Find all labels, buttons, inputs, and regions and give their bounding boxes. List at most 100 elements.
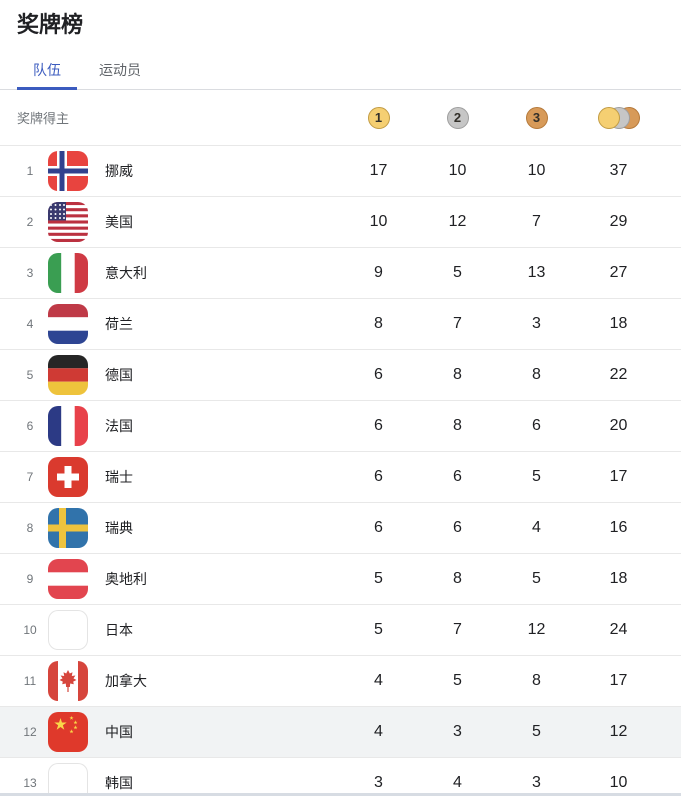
rank: 9	[26, 572, 34, 586]
table-row: 10 日本 5 7 12 24	[0, 604, 681, 655]
table-row: 8 瑞典 6 6 4 16	[0, 502, 681, 553]
country-name: 奥地利	[105, 571, 147, 587]
rank: 6	[26, 419, 34, 433]
country-name: 美国	[105, 214, 133, 230]
country-name: 法国	[105, 418, 133, 434]
rank: 4	[26, 317, 34, 331]
total-count: 20	[609, 417, 628, 434]
bronze-count: 8	[532, 672, 541, 689]
total-count: 17	[609, 468, 628, 485]
silver-count: 7	[453, 315, 462, 332]
country-name: 意大利	[105, 265, 147, 281]
gold-count: 6	[374, 417, 383, 434]
bronze-count: 7	[532, 213, 541, 230]
usa-flag-icon	[48, 202, 88, 242]
rank: 10	[23, 623, 37, 637]
bronze-count: 8	[532, 366, 541, 383]
rank: 12	[23, 725, 37, 739]
silver-count: 5	[453, 264, 462, 281]
table-header-row: 奖牌得主 1 2 3	[0, 90, 681, 145]
bronze-count: 3	[532, 315, 541, 332]
table-row: 3 意大利 9 5 13 27	[0, 247, 681, 298]
france-flag-icon	[48, 406, 88, 446]
germany-flag-icon	[48, 355, 88, 395]
gold-count: 9	[374, 264, 383, 281]
total-count: 24	[609, 621, 628, 638]
table-row: 12 中国 4 3 5 12	[0, 706, 681, 757]
bronze-count: 5	[532, 570, 541, 587]
table-row: 7 瑞士 6 6 5 17	[0, 451, 681, 502]
table-row: 9 奥地利 5 8 5 18	[0, 553, 681, 604]
bottom-mask	[0, 796, 681, 800]
bronze-column-header: 3	[497, 106, 576, 129]
total-count: 18	[609, 315, 628, 332]
gold-count: 17	[369, 162, 388, 179]
gold-count: 5	[374, 570, 383, 587]
silver-count: 3	[453, 723, 462, 740]
gold-count: 4	[374, 723, 383, 740]
tab-teams[interactable]: 队伍	[17, 62, 77, 90]
gold-column-header: 1	[339, 106, 418, 129]
silver-count: 8	[453, 366, 462, 383]
table-row: 6 法国 6 8 6 20	[0, 400, 681, 451]
total-count: 22	[609, 366, 628, 383]
bronze-medal-icon: 3	[525, 106, 548, 129]
gold-count: 3	[374, 774, 383, 791]
bronze-count: 13	[527, 264, 546, 281]
table-row: 11 加拿大 4 5 8 17	[0, 655, 681, 706]
silver-count: 8	[453, 417, 462, 434]
country-name: 韩国	[105, 775, 133, 791]
gold-count: 6	[374, 366, 383, 383]
silver-count: 12	[448, 213, 467, 230]
country-name: 瑞士	[105, 469, 133, 485]
rank: 2	[26, 215, 34, 229]
table-row: 4 荷兰 8 7 3 18	[0, 298, 681, 349]
bottom-divider	[0, 793, 681, 796]
bronze-count: 12	[527, 621, 546, 638]
gold-count: 6	[374, 468, 383, 485]
italy-flag-icon	[48, 253, 88, 293]
bronze-count: 3	[532, 774, 541, 791]
rank: 1	[26, 164, 34, 178]
switzerland-flag-icon	[48, 457, 88, 497]
gold-medal-icon: 1	[367, 106, 390, 129]
gold-count: 10	[369, 213, 388, 230]
gold-count: 4	[374, 672, 383, 689]
rank: 5	[26, 368, 34, 382]
total-medals-icon	[597, 106, 640, 129]
gold-count: 5	[374, 621, 383, 638]
tab-athletes[interactable]: 运动员	[99, 62, 141, 78]
total-count: 17	[609, 672, 628, 689]
table-row: 5 德国 6 8 8 22	[0, 349, 681, 400]
total-column-header	[576, 106, 661, 129]
rank: 11	[23, 674, 37, 688]
country-name: 瑞典	[105, 520, 133, 536]
austria-flag-icon	[48, 559, 88, 599]
total-count: 16	[609, 519, 628, 536]
sweden-flag-icon	[48, 508, 88, 548]
rank: 7	[26, 470, 34, 484]
country-name: 荷兰	[105, 316, 133, 332]
country-name: 加拿大	[105, 673, 147, 689]
rank: 8	[26, 521, 34, 535]
rank: 13	[23, 776, 37, 790]
total-count: 12	[609, 723, 628, 740]
silver-count: 8	[453, 570, 462, 587]
silver-count: 4	[453, 774, 462, 791]
table-row: 1 挪威 17 10 10 37	[0, 145, 681, 196]
canada-flag-icon	[48, 661, 88, 701]
norway-flag-icon	[48, 151, 88, 191]
rank: 3	[26, 266, 34, 280]
country-name: 中国	[105, 724, 133, 740]
country-name: 日本	[105, 622, 133, 638]
netherlands-flag-icon	[48, 304, 88, 344]
silver-count: 6	[453, 468, 462, 485]
gold-count: 6	[374, 519, 383, 536]
tab-bar: 队伍 运动员	[0, 62, 681, 90]
gold-count: 8	[374, 315, 383, 332]
total-count: 29	[609, 213, 628, 230]
japan-flag-icon	[48, 610, 88, 650]
silver-count: 7	[453, 621, 462, 638]
bronze-count: 6	[532, 417, 541, 434]
